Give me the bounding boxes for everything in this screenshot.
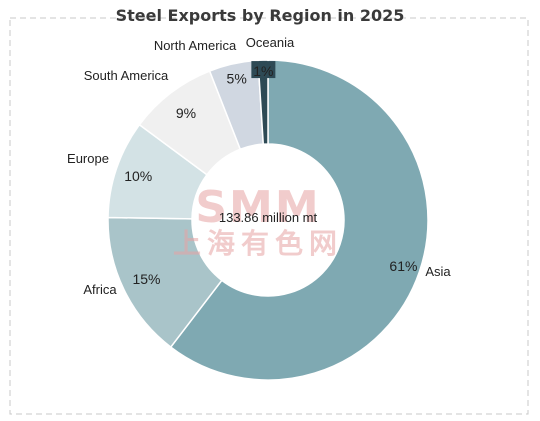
oceania-label-bg bbox=[251, 61, 276, 79]
slice-labels: 61% Asia 15% Africa 10% Europe 9% South America… bbox=[67, 35, 451, 297]
center-total-label: 133.86 million mt bbox=[219, 210, 318, 225]
category-label-north-america: North America bbox=[154, 38, 237, 53]
category-label-asia: Asia bbox=[425, 264, 451, 279]
watermark: SMM 上海有色网 bbox=[173, 182, 343, 260]
watermark-logo: SMM bbox=[195, 182, 320, 233]
value-label-africa: 15% bbox=[132, 271, 160, 287]
category-label-africa: Africa bbox=[83, 282, 117, 297]
value-label-oceania: 1% bbox=[253, 63, 273, 79]
category-label-europe: Europe bbox=[67, 151, 109, 166]
watermark-text: 上海有色网 bbox=[173, 227, 343, 260]
pie-slices bbox=[107, 59, 429, 381]
slice-asia bbox=[169, 59, 429, 381]
value-label-asia: 61% bbox=[389, 258, 417, 274]
value-label-south-america: 9% bbox=[176, 105, 196, 121]
slice-africa bbox=[107, 216, 223, 349]
chart-title: Steel Exports by Region in 2025 bbox=[116, 6, 405, 25]
category-label-south-america: South America bbox=[84, 68, 169, 83]
slice-oceania bbox=[257, 59, 269, 145]
chart-frame bbox=[9, 17, 529, 415]
category-label-oceania: Oceania bbox=[246, 35, 295, 50]
value-label-north-america: 5% bbox=[227, 70, 247, 86]
value-label-europe: 10% bbox=[124, 168, 152, 184]
